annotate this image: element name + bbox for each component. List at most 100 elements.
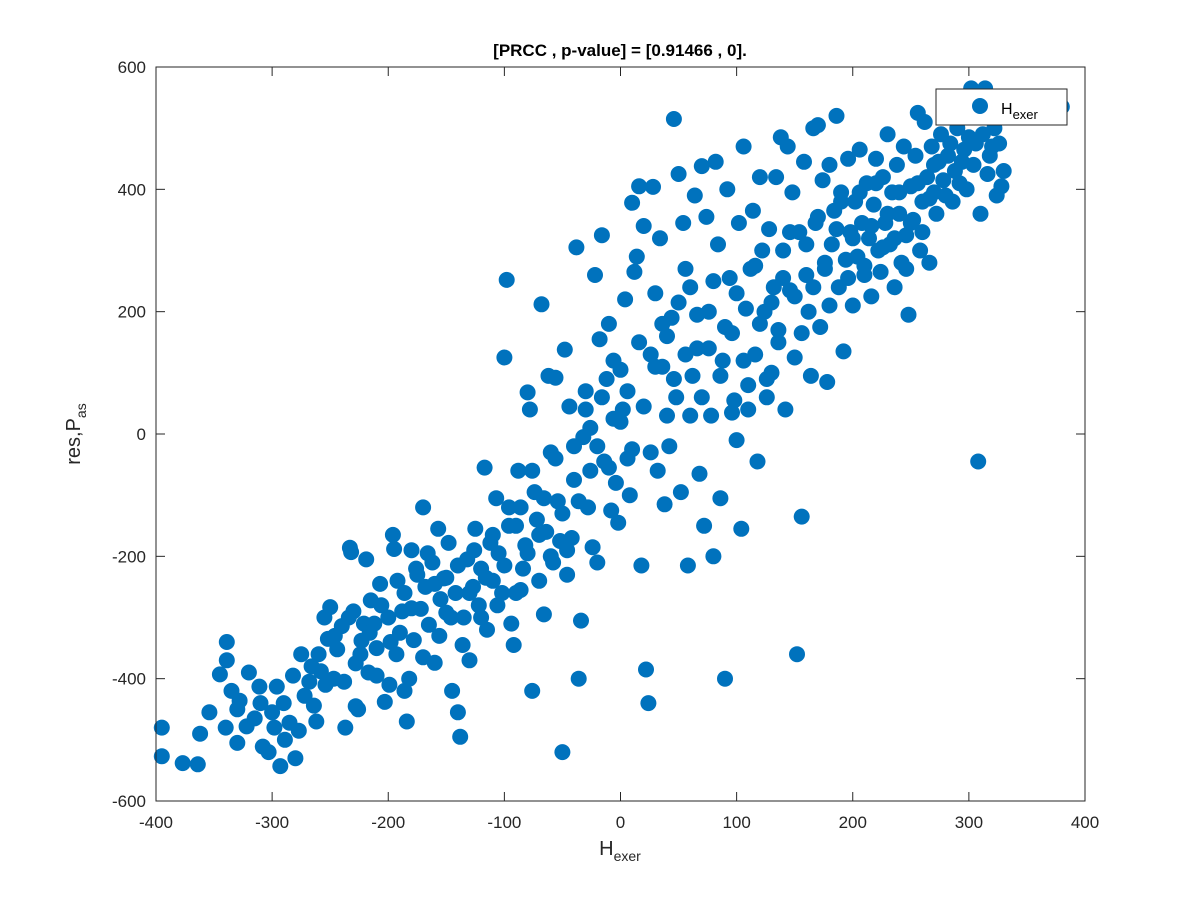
legend-box — [935, 88, 1068, 126]
data-point — [340, 609, 357, 626]
data-point — [856, 257, 873, 274]
data-point — [689, 306, 706, 323]
data-point — [793, 508, 810, 525]
data-point — [940, 147, 956, 164]
data-point — [438, 569, 455, 586]
data-point — [612, 413, 629, 430]
x-axis: -400 -300 -200 -100 0 100 200 300 400 — [139, 67, 1099, 832]
data-point — [260, 744, 277, 761]
data-point — [840, 150, 857, 167]
data-point — [851, 184, 868, 201]
data-point — [675, 215, 692, 231]
data-point — [647, 285, 664, 302]
data-point — [677, 260, 694, 277]
data-point — [386, 541, 403, 557]
data-point — [266, 719, 283, 736]
data-point — [672, 484, 689, 501]
data-point — [861, 230, 877, 247]
data-point — [682, 407, 699, 424]
data-point — [415, 499, 432, 516]
data-point — [322, 599, 339, 616]
data-point — [476, 459, 493, 476]
data-point — [631, 178, 648, 195]
data-point — [747, 257, 764, 274]
data-point — [786, 349, 803, 366]
data-point — [310, 646, 327, 663]
data-point — [775, 270, 792, 286]
data-point — [670, 166, 687, 182]
data-point — [293, 646, 310, 663]
data-point — [628, 248, 645, 265]
data-point — [303, 658, 320, 675]
legend: Hexer — [935, 88, 1068, 126]
data-point — [754, 242, 771, 259]
data-point — [542, 548, 559, 565]
data-point — [432, 591, 449, 608]
data-point — [218, 652, 235, 669]
data-point — [408, 560, 425, 577]
data-point — [965, 156, 982, 173]
data-point — [361, 624, 378, 641]
data-point — [577, 383, 594, 400]
data-point — [898, 260, 915, 277]
data-point — [461, 652, 478, 669]
data-point — [473, 609, 490, 626]
data-point — [730, 215, 747, 231]
y-tick-label: -600 — [112, 792, 146, 811]
data-point — [735, 138, 752, 155]
data-point — [373, 597, 390, 614]
x-tick-label: -100 — [487, 813, 521, 832]
data-point — [779, 138, 796, 155]
data-point — [693, 389, 710, 406]
data-point — [401, 670, 418, 687]
data-point — [914, 224, 931, 241]
data-point — [591, 331, 608, 348]
data-point — [447, 585, 464, 601]
data-point — [642, 346, 659, 363]
data-point — [211, 666, 228, 683]
data-point — [863, 288, 880, 305]
data-point — [598, 371, 615, 387]
data-point — [358, 551, 375, 568]
data-point — [696, 517, 713, 534]
data-point — [703, 407, 720, 424]
data-point — [217, 719, 234, 736]
data-point — [403, 600, 420, 617]
data-point — [828, 221, 845, 238]
data-point — [593, 389, 610, 406]
data-point — [868, 175, 884, 192]
data-point — [384, 526, 401, 543]
data-point — [376, 693, 393, 710]
data-point — [614, 401, 631, 418]
data-point — [935, 172, 952, 189]
data-point — [619, 383, 636, 400]
y-axis-title-main: res,P — [63, 418, 85, 465]
data-point — [419, 545, 436, 562]
data-point — [301, 673, 318, 690]
data-point — [570, 493, 587, 510]
data-point — [879, 205, 896, 222]
data-point — [802, 367, 819, 384]
data-point — [763, 294, 780, 311]
data-point — [640, 695, 657, 712]
data-point — [749, 453, 766, 470]
data-point — [635, 218, 652, 234]
data-point — [705, 548, 722, 565]
legend-label: Hexer — [1001, 101, 1039, 122]
data-point — [275, 695, 292, 712]
data-point — [726, 392, 743, 409]
data-point — [621, 487, 638, 504]
data-point — [624, 194, 641, 211]
data-point — [751, 169, 768, 186]
data-point — [519, 384, 536, 401]
data-point — [891, 205, 908, 222]
data-point — [531, 572, 548, 589]
data-point — [494, 585, 511, 601]
data-point — [501, 517, 517, 534]
data-point — [512, 499, 529, 516]
data-point — [582, 462, 599, 479]
data-point — [972, 205, 989, 222]
data-point — [698, 208, 715, 225]
data-point — [835, 343, 852, 360]
data-point — [995, 163, 1012, 179]
